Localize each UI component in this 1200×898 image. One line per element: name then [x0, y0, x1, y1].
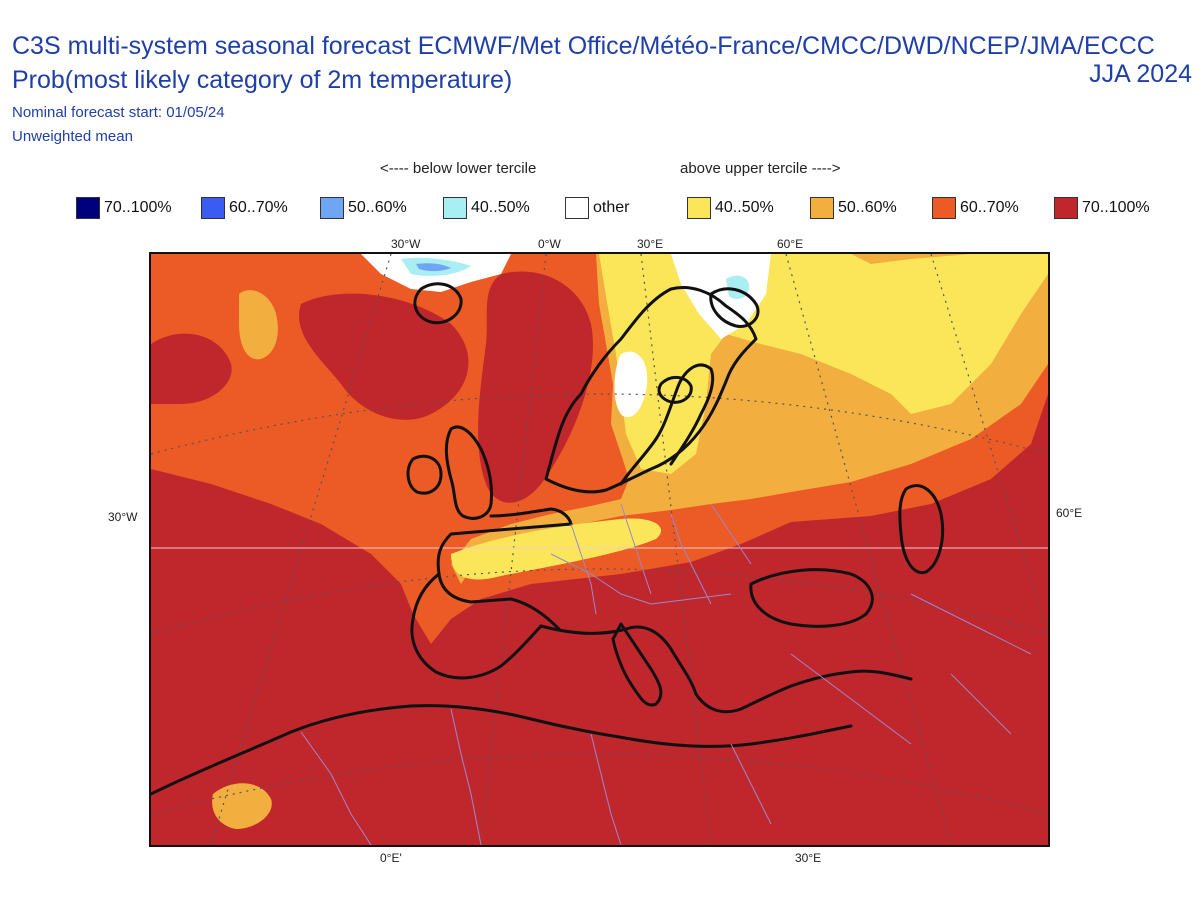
legend-label: 70..100%	[1082, 199, 1150, 216]
coastline-baltic	[619, 363, 715, 486]
probability-50-60-patch	[212, 783, 272, 829]
above-tercile-label: above upper tercile ---->	[680, 160, 841, 177]
legend-label: 70..100%	[104, 199, 172, 216]
border-line	[670, 513, 712, 605]
coastline-scandinavia	[544, 286, 758, 494]
probability-70-100-patch	[478, 271, 593, 503]
border-line	[620, 503, 652, 595]
longitude-line	[210, 254, 392, 845]
below-tercile-label: <---- below lower tercile	[380, 160, 537, 177]
longitude-line	[640, 254, 712, 845]
latitude-line	[151, 753, 1048, 815]
legend-swatch	[1054, 197, 1078, 219]
legend-swatch	[201, 197, 225, 219]
legend-swatch	[443, 197, 467, 219]
legend-swatch	[565, 197, 589, 219]
latitude-line	[151, 393, 1048, 455]
legend: 70..100% 60..70% 50..60% 40..50% other 4…	[0, 196, 1200, 224]
graticule	[151, 254, 1048, 845]
border-line	[950, 673, 1012, 735]
longitude-line	[785, 254, 952, 845]
coastline-black-sea	[749, 568, 874, 628]
legend-item-below-40-50: 40..50%	[443, 196, 530, 220]
coastline-italy	[611, 622, 663, 707]
chart-subtitle: Prob(most likely category of 2m temperat…	[12, 66, 513, 94]
legend-label: 40..50%	[715, 199, 774, 216]
grid-label-top-30e: 30°E	[637, 237, 664, 251]
border-line	[570, 523, 597, 615]
border-line	[790, 653, 912, 745]
legend-item-above-40-50: 40..50%	[687, 196, 774, 220]
coastline-north-africa	[151, 704, 853, 796]
legend-label: 40..50%	[471, 199, 530, 216]
forecast-map	[149, 252, 1050, 847]
legend-item-below-70-100: 70..100%	[76, 196, 172, 220]
coastline-kola	[709, 287, 760, 328]
border-line	[590, 733, 622, 845]
border-line	[710, 503, 752, 565]
coastlines	[151, 282, 945, 796]
latitude-line	[151, 568, 1048, 635]
chart-title: C3S multi-system seasonal forecast ECMWF…	[12, 32, 1155, 60]
coastline-iberia	[410, 572, 543, 680]
legend-item-above-70-100: 70..100%	[1054, 196, 1150, 220]
grid-label-top-0w: 0°W	[538, 237, 561, 251]
grid-label-left-30w: 30°W	[108, 510, 138, 524]
coastline-western-europe	[436, 507, 573, 631]
probability-70-100-patch	[151, 333, 232, 404]
probability-40-50-patch	[451, 518, 662, 580]
coastline-caspian	[898, 484, 945, 575]
forecast-start: Nominal forecast start: 01/05/24	[12, 104, 225, 121]
probability-50-60-patch	[239, 290, 278, 360]
legend-item-above-50-60: 50..60%	[810, 196, 897, 220]
legend-label: other	[593, 199, 630, 216]
border-line	[730, 743, 772, 825]
legend-label: 60..70%	[229, 199, 288, 216]
legend-item-below-50-60: 50..60%	[320, 196, 407, 220]
border-line	[550, 553, 732, 605]
forecast-map-svg	[151, 254, 1048, 845]
legend-swatch	[810, 197, 834, 219]
coastline-finland-lakes	[657, 376, 693, 404]
legend-label: 50..60%	[838, 199, 897, 216]
probability-below-50-60-area	[416, 263, 451, 272]
legend-swatch	[687, 197, 711, 219]
longitude-line	[480, 254, 547, 845]
grid-label-top-30w: 30°W	[391, 237, 421, 251]
legend-item-below-60-70: 60..70%	[201, 196, 288, 220]
border-line	[910, 593, 1032, 655]
legend-item-other: other	[565, 196, 629, 220]
grid-label-bottom-30e: 30°E	[795, 851, 822, 865]
legend-label: 50..60%	[348, 199, 407, 216]
probability-other-area	[671, 254, 771, 339]
border-line	[300, 731, 372, 845]
grid-label-right-60e: 60°E	[1056, 506, 1083, 520]
mean-type: Unweighted mean	[12, 128, 133, 145]
probability-70-100-patch	[299, 293, 469, 420]
legend-label: 60..70%	[960, 199, 1019, 216]
national-borders	[300, 503, 1032, 845]
grid-label-bottom-0e: 0°E'	[380, 851, 402, 865]
coastline-uk	[444, 425, 493, 520]
legend-swatch	[76, 197, 100, 219]
border-line	[450, 708, 482, 845]
probability-other-area	[614, 351, 648, 418]
legend-item-above-60-70: 60..70%	[932, 196, 1019, 220]
legend-swatch	[932, 197, 956, 219]
legend-swatch	[320, 197, 344, 219]
grid-label-top-60e: 60°E	[777, 237, 804, 251]
coastline-iceland	[413, 282, 463, 325]
coastline-ireland	[406, 454, 443, 495]
forecast-period: JJA 2024	[1089, 60, 1192, 88]
